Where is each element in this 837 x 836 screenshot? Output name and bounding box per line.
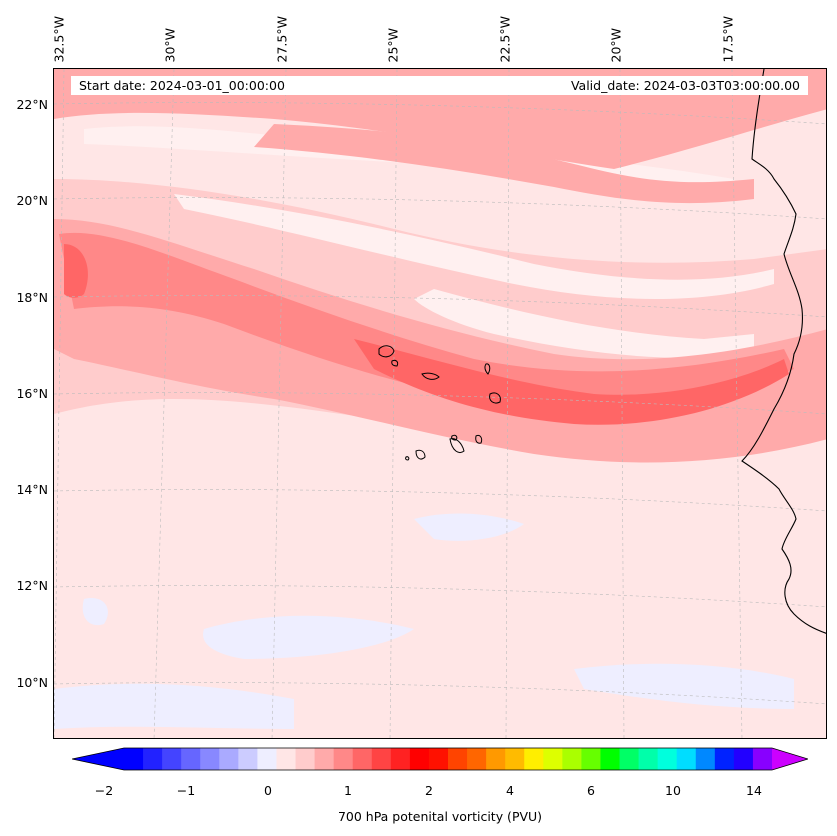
lon-label-17-5w: 17.5°W [720, 16, 736, 63]
colorbar-title: 700 hPa potenital vorticity (PVU) [337, 809, 543, 824]
colorbar-tick-label: 10 [665, 783, 681, 798]
colorbar-segment [124, 748, 144, 770]
africa-coastline [741, 69, 826, 634]
map-gridlines [54, 69, 826, 738]
colorbar-segment [143, 748, 163, 770]
colorbar-segment [600, 748, 621, 770]
start-date-label: Start date: 2024-03-01_00:00:00 [79, 78, 285, 93]
lat-label-14n: 14°N [16, 482, 48, 497]
colorbar-segment [371, 748, 392, 770]
lon-label-27-5w: 27.5°W [274, 16, 290, 63]
colorbar-segment [733, 748, 754, 770]
colorbar-segment [619, 748, 640, 770]
colorbar-segment [562, 748, 582, 770]
colorbar-segment [295, 748, 316, 770]
colorbar-tick-label: 0 [264, 783, 272, 798]
colorbar-over-arrow [772, 748, 808, 770]
colorbar-segment [238, 748, 258, 770]
colorbar-segment [352, 748, 373, 770]
pv-contour-negative-4 [54, 683, 294, 729]
lat-label-10n: 10°N [16, 675, 48, 690]
pv-field-map [54, 69, 826, 738]
colorbar-tick-label: 4 [506, 783, 514, 798]
colorbar-under-arrow [72, 748, 124, 770]
colorbar-segment [657, 748, 678, 770]
colorbar-segment [695, 748, 716, 770]
lat-label-12n: 12°N [16, 578, 48, 593]
lat-label-16n: 16°N [16, 386, 48, 401]
lon-label-30w: 30°W [162, 27, 178, 63]
colorbar-segment [162, 748, 182, 770]
colorbar-segment [676, 748, 697, 770]
colorbar-segment [505, 748, 525, 770]
colorbar-tick-label: 6 [587, 783, 595, 798]
colorbar-segment [219, 748, 239, 770]
pv-contour-light-band-mid-2 [414, 289, 754, 358]
colorbar-segment [467, 748, 487, 770]
lon-label-32-5w: 32.5°W [51, 16, 67, 63]
pv-contour-light-band-mid [174, 194, 774, 299]
colorbar-tick-label: 1 [344, 783, 352, 798]
colorbar-segment [257, 748, 277, 770]
lat-label-18n: 18°N [16, 290, 48, 305]
colorbar-tick-label: 14 [746, 783, 762, 798]
colorbar-segment [581, 748, 601, 770]
pv-contour-level4-core-2 [354, 339, 789, 425]
colorbar-segment [276, 748, 297, 770]
lat-label-22n: 22°N [16, 97, 48, 112]
pv-contour-negative-1 [203, 615, 414, 659]
colorbar-segment [314, 748, 335, 770]
colorbar-segment [543, 748, 563, 770]
lon-label-20w: 20°W [608, 27, 624, 63]
colorbar-segment [524, 748, 544, 770]
cape-verde-islands [378, 345, 501, 461]
colorbar-segment [752, 748, 773, 770]
colorbar-segment [638, 748, 659, 770]
colorbar-segment [448, 748, 468, 770]
lon-label-25w: 25°W [385, 27, 401, 63]
colorbar-segment [333, 748, 354, 770]
lat-label-20n: 20°N [16, 193, 48, 208]
pv-contour-band-north-2 [254, 124, 754, 204]
date-info-box: Start date: 2024-03-01_00:00:00 Valid_da… [71, 76, 808, 95]
colorbar-segment [200, 748, 220, 770]
colorbar-tick-label: −1 [176, 783, 196, 798]
lon-label-22-5w: 22.5°W [497, 16, 513, 63]
colorbar-outline [72, 747, 808, 771]
pv-contour-negative-3 [574, 663, 794, 709]
pv-contour-negative-5 [82, 598, 108, 626]
pv-colorbar [72, 747, 808, 771]
colorbar-tick-label: −2 [94, 783, 114, 798]
colorbar-segment [181, 748, 201, 770]
pv-contour-negative-2 [414, 513, 524, 541]
map-panel[interactable] [53, 68, 827, 739]
colorbar-segment [486, 748, 506, 770]
colorbar-tick-label: 2 [425, 783, 433, 798]
colorbar-segment [390, 748, 411, 770]
valid-date-label: Valid_date: 2024-03-03T03:00:00.00 [570, 78, 800, 93]
colorbar-segment [714, 748, 735, 770]
colorbar-segment [409, 748, 430, 770]
colorbar-segment [428, 748, 449, 770]
pv-contour-level4-core [64, 244, 88, 298]
